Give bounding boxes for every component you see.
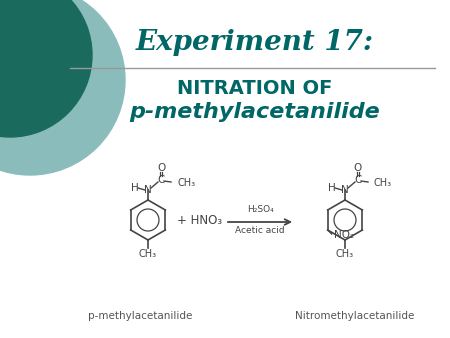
Circle shape: [0, 0, 125, 175]
Text: CH₃: CH₃: [139, 249, 157, 259]
Text: C: C: [158, 175, 165, 185]
Text: NITRATION OF: NITRATION OF: [177, 78, 333, 97]
Text: CH₃: CH₃: [177, 178, 195, 188]
Text: p-methylacetanilide: p-methylacetanilide: [130, 102, 380, 122]
Text: Experiment 17:: Experiment 17:: [136, 28, 374, 55]
Text: N: N: [341, 185, 349, 195]
Text: N: N: [144, 185, 152, 195]
Text: CH₃: CH₃: [374, 178, 392, 188]
Text: H: H: [131, 183, 139, 193]
Text: p-methylacetanilide: p-methylacetanilide: [88, 311, 192, 321]
Text: NO₂: NO₂: [334, 230, 354, 240]
Text: C: C: [354, 175, 362, 185]
Text: Nitromethylacetanilide: Nitromethylacetanilide: [295, 311, 415, 321]
Circle shape: [0, 0, 92, 137]
Text: O: O: [157, 163, 165, 173]
Text: CH₃: CH₃: [336, 249, 354, 259]
Text: H₂SO₄: H₂SO₄: [247, 205, 274, 214]
Text: + HNO₃: + HNO₃: [177, 214, 223, 226]
Text: Acetic acid: Acetic acid: [235, 226, 285, 235]
Text: O: O: [354, 163, 362, 173]
Text: H: H: [328, 183, 336, 193]
